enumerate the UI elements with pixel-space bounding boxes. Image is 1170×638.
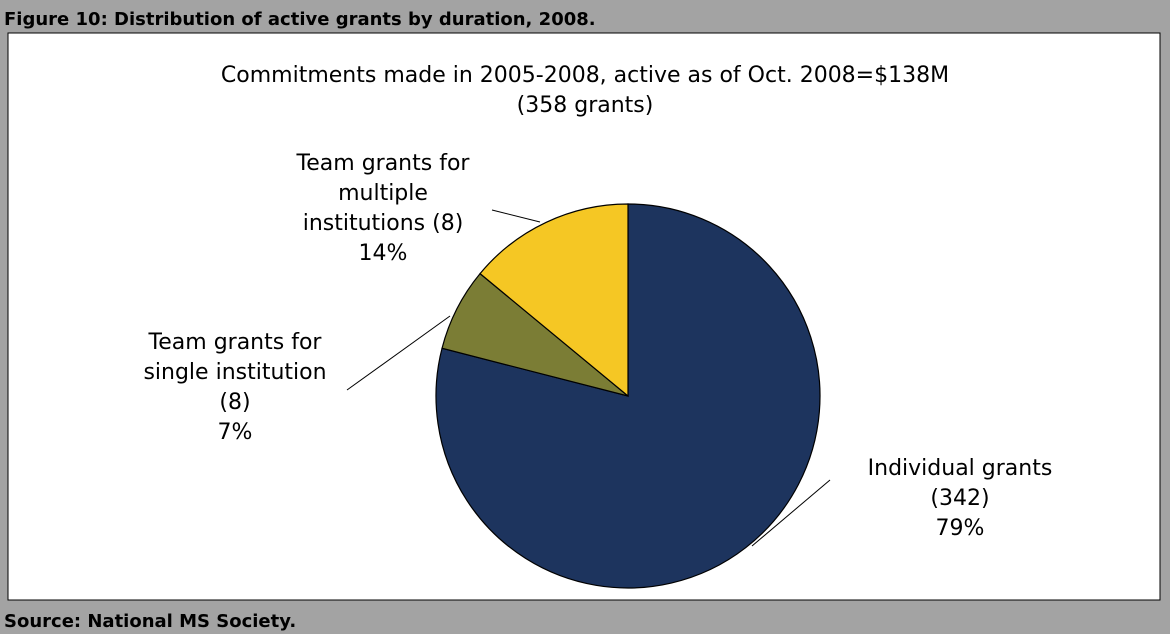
source-note: Source: National MS Society.	[4, 611, 296, 632]
value-label: 7%	[218, 420, 253, 445]
slice-label: Team grants for single institution (8) 7%	[143, 330, 326, 445]
figure-title: Figure 10: Distribution of active grants…	[4, 9, 596, 30]
label-line: Team grants for	[148, 330, 323, 355]
label-line: (342)	[930, 486, 989, 511]
leader-line	[346, 315, 451, 391]
leader-line	[751, 479, 831, 547]
value-label: 14%	[359, 241, 408, 266]
label-line: Team grants for	[296, 151, 471, 176]
label-line: multiple	[338, 181, 428, 206]
pie-slice	[479, 203, 629, 398]
value-label: 79%	[936, 516, 985, 541]
label-line: institutions (8)	[303, 211, 464, 236]
label-line: single institution	[143, 360, 326, 385]
slice-label: Individual grants (342) 79%	[868, 456, 1053, 541]
slice-label: Team grants for multiple institutions (8) 1…	[296, 151, 471, 266]
chart-title: Commitments made in 2005-2008, active as…	[221, 63, 949, 88]
leader-line	[491, 209, 541, 223]
label-line: Individual grants	[868, 456, 1053, 481]
label-line: (8)	[219, 390, 250, 415]
chart-subtitle: (358 grants)	[517, 93, 654, 118]
pie-slice	[435, 203, 821, 589]
